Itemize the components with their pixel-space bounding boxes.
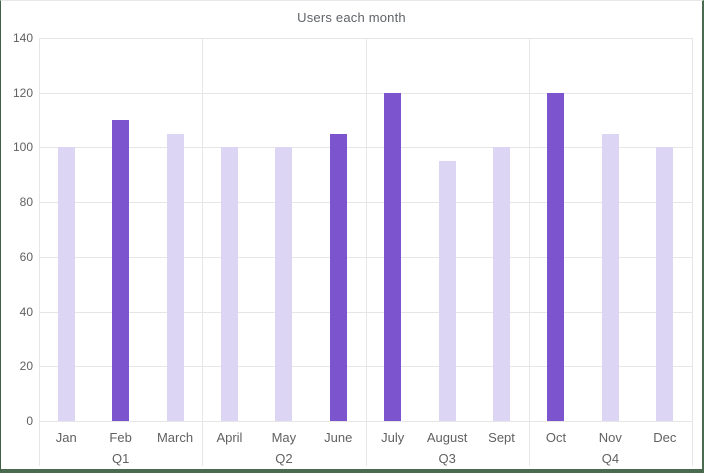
plot-right-border <box>692 38 693 466</box>
month-label-feb: Feb <box>109 430 132 445</box>
month-label-oct: Oct <box>545 430 567 445</box>
bar-dec <box>656 147 674 421</box>
y-tick-label-120: 120 <box>12 85 33 100</box>
bar-april <box>220 147 238 421</box>
quarter-label-q4: Q4 <box>601 451 620 466</box>
quarter-label-q3: Q3 <box>438 451 456 466</box>
quarter-separator-2 <box>365 38 367 466</box>
bar-feb <box>112 120 130 421</box>
bar-july <box>384 92 402 421</box>
month-label-april: April <box>216 430 243 445</box>
month-label-sept: Sept <box>488 430 515 445</box>
bar-august <box>438 161 456 421</box>
bar-march <box>166 133 184 421</box>
y-tick-label-140: 140 <box>12 31 33 45</box>
bar-may <box>275 147 293 421</box>
quarter-label-q2: Q2 <box>275 451 293 466</box>
bar-nov <box>601 133 619 421</box>
plot-left-border <box>39 38 40 466</box>
month-label-nov: Nov <box>598 430 622 445</box>
y-tick-label-60: 60 <box>19 249 33 264</box>
month-label-may: May <box>271 430 297 445</box>
month-label-jan: Jan <box>55 430 77 445</box>
y-tick-label-0: 0 <box>26 414 33 428</box>
y-tick-label-40: 40 <box>19 304 33 319</box>
quarter-label-q1: Q1 <box>111 451 130 466</box>
quarter-separator-3 <box>528 38 530 466</box>
month-label-july: July <box>381 430 405 445</box>
bar-jan <box>57 147 75 421</box>
bar-june <box>329 133 347 421</box>
y-tick-label-20: 20 <box>19 359 33 374</box>
month-label-august: August <box>426 430 468 445</box>
bar-sept <box>493 147 511 421</box>
quarter-separator-1 <box>202 38 204 466</box>
y-tick-label-100: 100 <box>12 140 33 155</box>
month-label-june: June <box>324 430 353 445</box>
month-label-march: March <box>156 430 194 445</box>
month-label-dec: Dec <box>653 430 677 445</box>
chart-title: Users each month <box>297 10 406 25</box>
bar-oct <box>547 92 565 421</box>
y-tick-label-80: 80 <box>19 195 33 210</box>
